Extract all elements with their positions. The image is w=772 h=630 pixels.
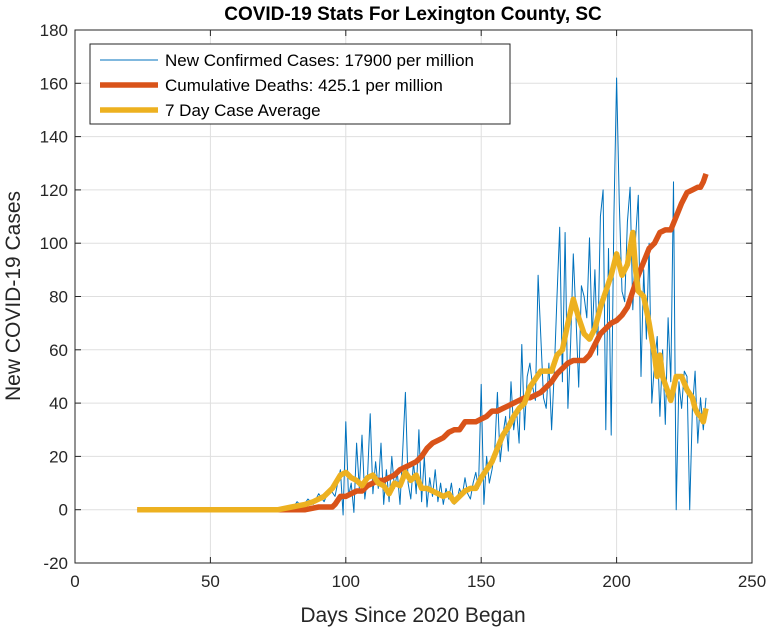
- y-tick-label: 20: [49, 447, 68, 466]
- x-tick-label: 250: [738, 572, 766, 591]
- legend-label: New Confirmed Cases: 17900 per million: [165, 51, 474, 70]
- y-tick-label: 180: [40, 21, 68, 40]
- y-tick-label: 100: [40, 234, 68, 253]
- y-tick-label: 0: [59, 501, 68, 520]
- legend-label: Cumulative Deaths: 425.1 per million: [165, 76, 443, 95]
- series-line-seven-day-average: [137, 229, 709, 513]
- x-tick-label: 0: [70, 572, 79, 591]
- y-tick-label: 120: [40, 181, 68, 200]
- series-line-cumulative-deaths: [137, 173, 709, 513]
- series-group: [137, 77, 709, 516]
- y-tick-label: -20: [43, 554, 68, 573]
- x-tick-label: 150: [467, 572, 495, 591]
- y-tick-label: 40: [49, 394, 68, 413]
- x-tick-label: 100: [332, 572, 360, 591]
- chart-title: COVID-19 Stats For Lexington County, SC: [224, 4, 602, 25]
- legend-label: 7 Day Case Average: [165, 101, 321, 120]
- legend: New Confirmed Cases: 17900 per million Cu…: [89, 43, 511, 125]
- axis-ticks: 0 50 100 150 200 250-200204060801001201401601…: [40, 21, 767, 591]
- legend-box: [89, 43, 511, 125]
- x-axis-label: Days Since 2020 Began: [300, 604, 525, 627]
- y-tick-label: 80: [49, 288, 68, 307]
- y-tick-label: 60: [49, 341, 68, 360]
- series-line-new-cases: [137, 77, 707, 516]
- x-tick-label: 200: [602, 572, 630, 591]
- y-axis-label: New COVID-19 Cases: [2, 191, 25, 401]
- y-tick-label: 140: [40, 128, 68, 147]
- x-tick-label: 50: [201, 572, 220, 591]
- y-tick-label: 160: [40, 74, 68, 93]
